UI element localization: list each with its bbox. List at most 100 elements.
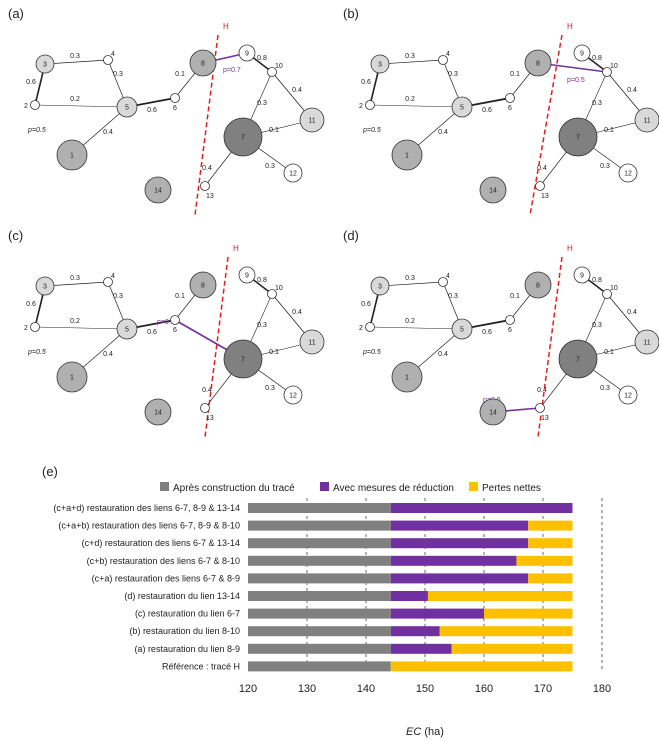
edge-label: 0.1 [604, 349, 614, 356]
node-6 [170, 93, 180, 103]
bar-pertes-nettes [390, 661, 573, 672]
node-7 [223, 339, 263, 379]
node-2-probability-label: p=0.5 [27, 349, 46, 356]
edge-label: 0.1 [269, 349, 279, 356]
node-label-6: 6 [173, 105, 177, 112]
bar-pertes-nettes [427, 591, 573, 601]
panel-label: (d) [343, 228, 359, 243]
edge-3-4 [44, 281, 109, 287]
edge-label: 0.4 [627, 87, 637, 94]
node-13 [535, 403, 545, 413]
node-label-5: 5 [460, 105, 464, 112]
x-tick-label: 120 [239, 683, 257, 695]
legend-swatch-orange [469, 482, 478, 491]
route-h-line [194, 34, 219, 216]
bar-apres-construction [248, 503, 391, 513]
edge-label: 0.1 [175, 293, 185, 300]
network-panel-4: (d) 0.3 0.3 0.6 0.2 0.4 0.6 0.1 0.8 0.4 0.3 0.1 0.4 0… [343, 228, 659, 438]
edge-label: 0.6 [147, 329, 157, 336]
node-label-6: 6 [508, 327, 512, 334]
node-label-11: 11 [308, 118, 315, 125]
node-label-13: 13 [541, 415, 549, 422]
node-9 [238, 266, 256, 284]
panel-label-e: (e) [42, 464, 58, 479]
bar-pertes-nettes [484, 608, 573, 619]
edge-label: 0.4 [202, 165, 212, 172]
edge-label: 0.8 [257, 55, 267, 62]
node-12 [283, 163, 303, 183]
category-label: Référence : tracé H [162, 661, 240, 671]
node-10 [602, 67, 612, 77]
node-1 [391, 361, 423, 393]
node-label-8: 8 [201, 61, 205, 68]
category-label: (c+a+b) restauration des liens 6-7, 8-9 … [58, 521, 240, 531]
node-label-9: 9 [580, 51, 584, 58]
edge-label: 0.3 [257, 100, 267, 107]
node-14 [479, 398, 507, 426]
edge-label: 0.8 [257, 277, 267, 284]
node-10 [267, 67, 277, 77]
node-label-6: 6 [508, 105, 512, 112]
bar-apres-construction [248, 591, 391, 601]
bar-mesures-reduction [390, 555, 517, 566]
node-2 [30, 322, 40, 332]
node-label-14: 14 [489, 188, 497, 195]
edge-label: 0.6 [147, 107, 157, 114]
node-label-2: 2 [24, 103, 28, 110]
node-label-10: 10 [275, 63, 283, 70]
category-label: (a) restauration du lien 8-9 [134, 644, 240, 654]
route-h-label: H [223, 22, 229, 31]
node-7 [558, 117, 598, 157]
restored-link-label: p=0.7 [223, 67, 241, 74]
bar-apres-construction [248, 643, 391, 654]
node-4 [438, 55, 448, 65]
category-label: (d) restauration du lien 13-14 [124, 591, 240, 601]
bar-apres-construction [248, 626, 391, 637]
panel-label: (b) [343, 6, 359, 21]
bar-pertes-nettes [528, 573, 573, 584]
node-label-2: 2 [359, 103, 363, 110]
node-label-11: 11 [308, 340, 315, 347]
node-11 [634, 329, 659, 355]
node-3 [35, 276, 55, 296]
bar-pertes-nettes [528, 520, 573, 531]
node-label-13: 13 [206, 415, 214, 422]
edge-label: 0.1 [510, 293, 520, 300]
bar-pertes-nettes [516, 555, 573, 566]
node-label-1: 1 [70, 153, 74, 160]
node-label-12: 12 [289, 393, 297, 400]
node-2-probability-label: p=0.5 [362, 127, 381, 134]
edge-label: 0.4 [438, 351, 448, 358]
node-label-13: 13 [206, 193, 214, 200]
node-6 [505, 315, 515, 325]
node-10 [602, 289, 612, 299]
node-8 [524, 49, 552, 77]
bar-mesures-reduction [390, 643, 452, 654]
node-label-2: 2 [359, 325, 363, 332]
node-label-1: 1 [405, 153, 409, 160]
edge-label: 0.3 [600, 385, 610, 392]
node-label-5: 5 [460, 327, 464, 334]
node-14 [144, 176, 172, 204]
bar-pertes-nettes [528, 538, 573, 549]
node-10 [267, 289, 277, 299]
node-4 [438, 277, 448, 287]
x-tick-label: 160 [475, 683, 493, 695]
edge-label: 0.1 [510, 71, 520, 78]
node-label-12: 12 [624, 393, 632, 400]
node-label-4: 4 [446, 273, 450, 280]
node-label-14: 14 [489, 410, 497, 417]
node-11 [634, 107, 659, 133]
node-label-7: 7 [576, 357, 580, 364]
node-1 [56, 361, 88, 393]
x-axis-title-unit: (ha) [421, 726, 444, 738]
category-label: (c+a+d) restauration des liens 6-7, 8-9 … [53, 503, 240, 513]
bar-pertes-nettes [439, 626, 573, 637]
edge-label: 0.3 [70, 53, 80, 60]
category-label: (c+b) restauration des liens 6-7 & 8-10 [87, 556, 240, 566]
edge-label: 0.3 [265, 385, 275, 392]
node-4 [103, 55, 113, 65]
node-14 [479, 176, 507, 204]
edge-label: 0.4 [202, 387, 212, 394]
